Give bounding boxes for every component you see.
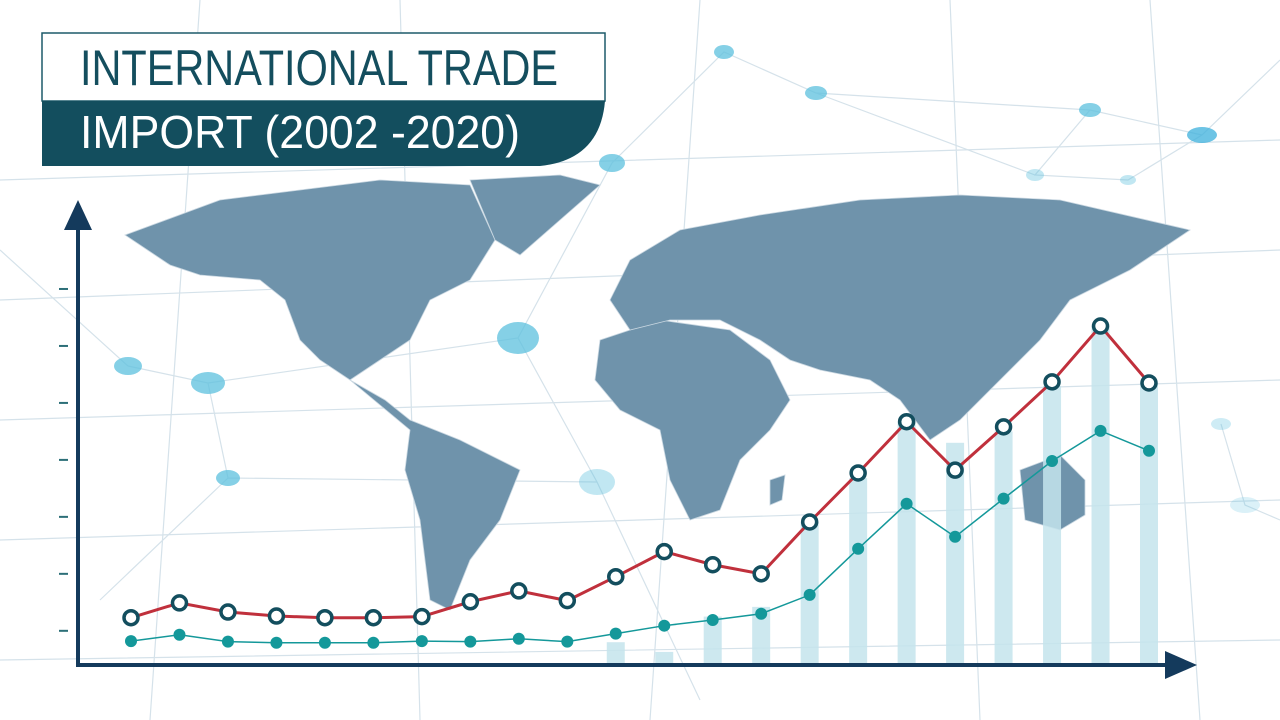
point	[267, 607, 286, 625]
point	[1094, 424, 1107, 437]
point	[1143, 444, 1155, 457]
bar	[849, 478, 868, 665]
point	[1043, 373, 1061, 391]
point	[706, 613, 719, 626]
point	[803, 588, 816, 601]
bar	[606, 642, 625, 665]
bar	[897, 421, 916, 665]
point	[415, 635, 428, 648]
point	[703, 555, 722, 574]
point	[413, 607, 431, 626]
point	[318, 636, 331, 649]
line	[130, 323, 1151, 620]
point	[512, 632, 525, 645]
point	[849, 464, 867, 482]
point	[122, 608, 140, 627]
point	[1046, 455, 1059, 468]
bar	[752, 606, 771, 665]
point	[173, 628, 186, 641]
point	[997, 492, 1010, 505]
point	[755, 607, 768, 620]
point	[364, 608, 383, 627]
bar	[994, 431, 1013, 665]
point	[510, 582, 528, 600]
point	[655, 542, 673, 561]
point	[949, 530, 962, 543]
point	[609, 627, 622, 640]
point	[170, 594, 189, 612]
point	[900, 497, 913, 510]
world-map	[124, 174, 1191, 611]
background-nodes	[114, 45, 1260, 513]
chart-subtitle: IMPORT (2002 -2020)	[80, 106, 520, 158]
point	[219, 603, 237, 621]
point	[270, 636, 283, 649]
point	[561, 635, 574, 648]
y-axis-arrow	[64, 200, 92, 230]
point	[607, 567, 625, 586]
point	[464, 635, 477, 648]
subtitle-panel	[42, 101, 605, 166]
bar	[703, 616, 722, 665]
x-axis-arrow	[1165, 651, 1197, 679]
point	[852, 542, 865, 555]
point	[800, 513, 819, 531]
bar	[1091, 326, 1110, 665]
point	[994, 418, 1013, 436]
bar	[1043, 385, 1062, 665]
point	[1091, 317, 1110, 335]
point	[558, 591, 577, 610]
bar	[946, 442, 965, 665]
title-box: INTERNATIONAL TRADE IMPORT (2002 -2020)	[41, 32, 606, 166]
point	[658, 619, 671, 632]
point	[461, 593, 480, 611]
point	[752, 565, 770, 583]
point	[1140, 374, 1158, 392]
point	[946, 461, 964, 479]
plot	[59, 287, 1158, 665]
chart-title: INTERNATIONAL TRADE	[80, 40, 558, 96]
line	[130, 429, 1150, 644]
point	[125, 635, 137, 648]
point	[897, 412, 916, 431]
bar	[655, 651, 674, 665]
point	[221, 635, 234, 648]
point	[316, 608, 334, 627]
axes	[64, 200, 1197, 679]
point	[367, 636, 380, 649]
bar	[1140, 382, 1158, 665]
